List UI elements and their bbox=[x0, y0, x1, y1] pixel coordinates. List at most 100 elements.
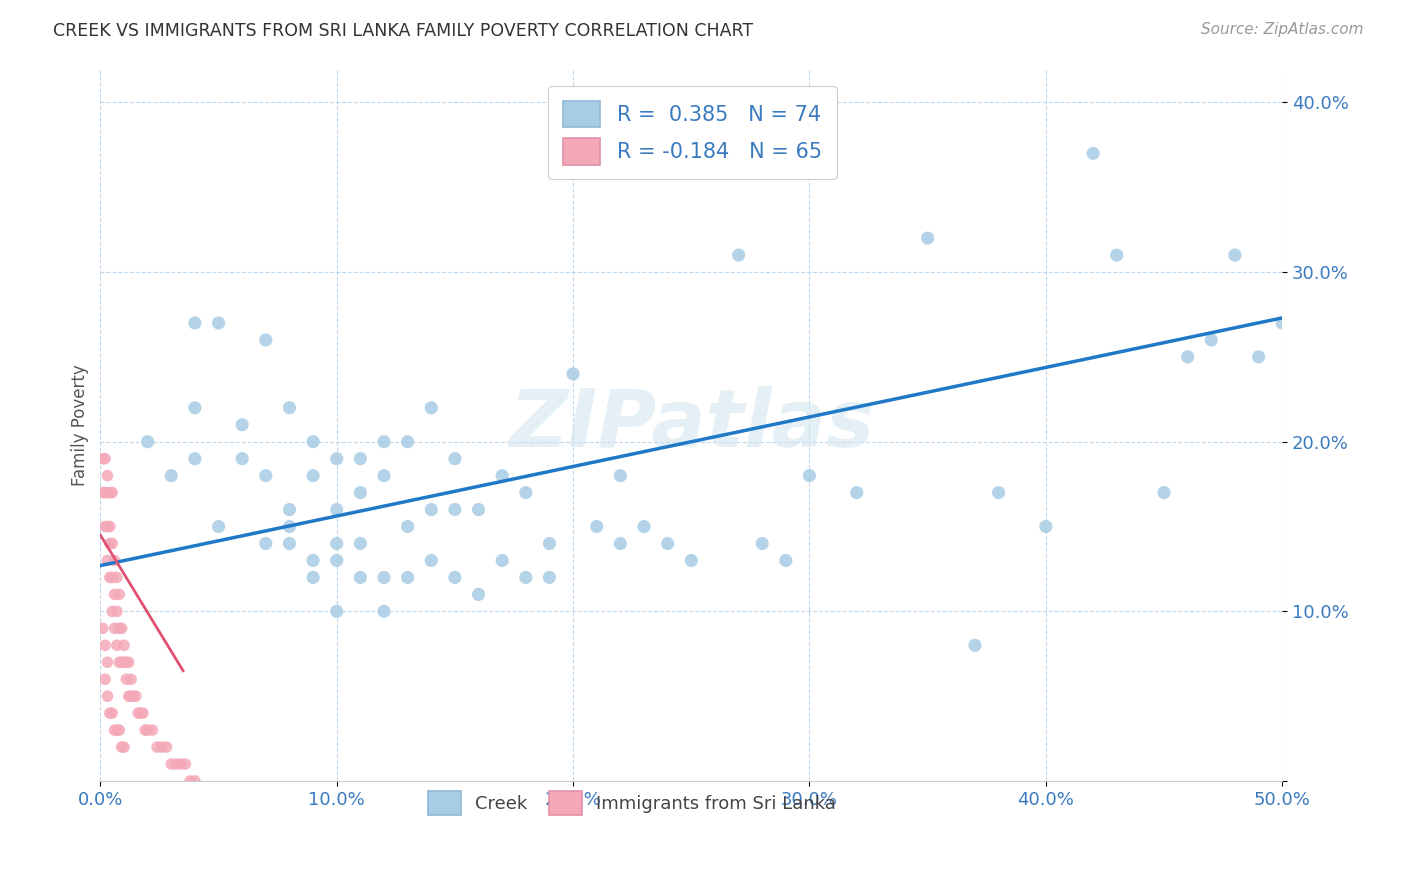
Point bbox=[325, 604, 347, 618]
Point bbox=[155, 740, 177, 755]
Point bbox=[349, 485, 371, 500]
Point bbox=[278, 401, 301, 415]
Point bbox=[325, 451, 347, 466]
Point bbox=[444, 502, 467, 516]
Point bbox=[141, 723, 163, 738]
Point bbox=[94, 638, 117, 652]
Text: ZIPatlas: ZIPatlas bbox=[509, 385, 873, 464]
Point bbox=[278, 536, 301, 550]
Point bbox=[174, 757, 197, 772]
Point bbox=[118, 655, 141, 669]
Point bbox=[1081, 146, 1104, 161]
Point bbox=[122, 689, 145, 703]
Point bbox=[98, 485, 121, 500]
Point bbox=[179, 774, 201, 789]
Point bbox=[103, 621, 125, 635]
Point bbox=[325, 502, 347, 516]
Point bbox=[278, 519, 301, 533]
Point bbox=[98, 536, 121, 550]
Point bbox=[94, 451, 117, 466]
Point bbox=[1105, 248, 1128, 262]
Point bbox=[96, 485, 118, 500]
Point bbox=[585, 519, 607, 533]
Point bbox=[1153, 485, 1175, 500]
Point bbox=[515, 485, 537, 500]
Point bbox=[302, 553, 325, 567]
Point bbox=[751, 536, 773, 550]
Point bbox=[111, 621, 134, 635]
Point bbox=[515, 570, 537, 584]
Point bbox=[105, 570, 128, 584]
Point bbox=[136, 723, 159, 738]
Point bbox=[963, 638, 986, 652]
Point bbox=[165, 757, 187, 772]
Point bbox=[799, 468, 821, 483]
Point bbox=[987, 485, 1010, 500]
Point bbox=[491, 468, 513, 483]
Point bbox=[538, 536, 561, 550]
Point bbox=[127, 706, 149, 720]
Point bbox=[94, 519, 117, 533]
Point bbox=[349, 451, 371, 466]
Point bbox=[115, 655, 138, 669]
Point bbox=[96, 689, 118, 703]
Point bbox=[103, 553, 125, 567]
Point bbox=[562, 367, 585, 381]
Point bbox=[325, 536, 347, 550]
Point bbox=[184, 451, 207, 466]
Point bbox=[91, 621, 114, 635]
Point bbox=[101, 536, 124, 550]
Point bbox=[373, 604, 395, 618]
Point bbox=[101, 706, 124, 720]
Point bbox=[231, 417, 253, 432]
Point bbox=[160, 468, 183, 483]
Point bbox=[657, 536, 679, 550]
Point bbox=[207, 519, 229, 533]
Point bbox=[396, 570, 419, 584]
Point bbox=[1247, 350, 1270, 364]
Point bbox=[111, 740, 134, 755]
Point bbox=[917, 231, 939, 245]
Point bbox=[1201, 333, 1223, 347]
Point bbox=[207, 316, 229, 330]
Point bbox=[184, 316, 207, 330]
Point bbox=[396, 519, 419, 533]
Point bbox=[94, 672, 117, 686]
Point bbox=[1223, 248, 1246, 262]
Point bbox=[420, 401, 443, 415]
Point bbox=[727, 248, 749, 262]
Point bbox=[420, 553, 443, 567]
Point bbox=[108, 655, 131, 669]
Point bbox=[1035, 519, 1057, 533]
Point bbox=[112, 655, 135, 669]
Point bbox=[609, 468, 631, 483]
Point bbox=[444, 570, 467, 584]
Point bbox=[120, 672, 142, 686]
Y-axis label: Family Poverty: Family Poverty bbox=[72, 364, 89, 485]
Point bbox=[325, 553, 347, 567]
Point bbox=[105, 604, 128, 618]
Point bbox=[112, 740, 135, 755]
Point bbox=[231, 451, 253, 466]
Point bbox=[775, 553, 797, 567]
Point bbox=[105, 638, 128, 652]
Text: CREEK VS IMMIGRANTS FROM SRI LANKA FAMILY POVERTY CORRELATION CHART: CREEK VS IMMIGRANTS FROM SRI LANKA FAMIL… bbox=[53, 22, 754, 40]
Point bbox=[254, 468, 277, 483]
Point bbox=[633, 519, 655, 533]
Point bbox=[160, 757, 183, 772]
Point bbox=[254, 536, 277, 550]
Point bbox=[108, 621, 131, 635]
Point bbox=[302, 434, 325, 449]
Point bbox=[101, 604, 124, 618]
Point bbox=[98, 519, 121, 533]
Point bbox=[373, 468, 395, 483]
Point bbox=[845, 485, 868, 500]
Text: Source: ZipAtlas.com: Source: ZipAtlas.com bbox=[1201, 22, 1364, 37]
Point bbox=[111, 655, 134, 669]
Point bbox=[108, 587, 131, 601]
Point bbox=[103, 723, 125, 738]
Point bbox=[118, 689, 141, 703]
Point bbox=[120, 689, 142, 703]
Point bbox=[302, 570, 325, 584]
Point bbox=[150, 740, 173, 755]
